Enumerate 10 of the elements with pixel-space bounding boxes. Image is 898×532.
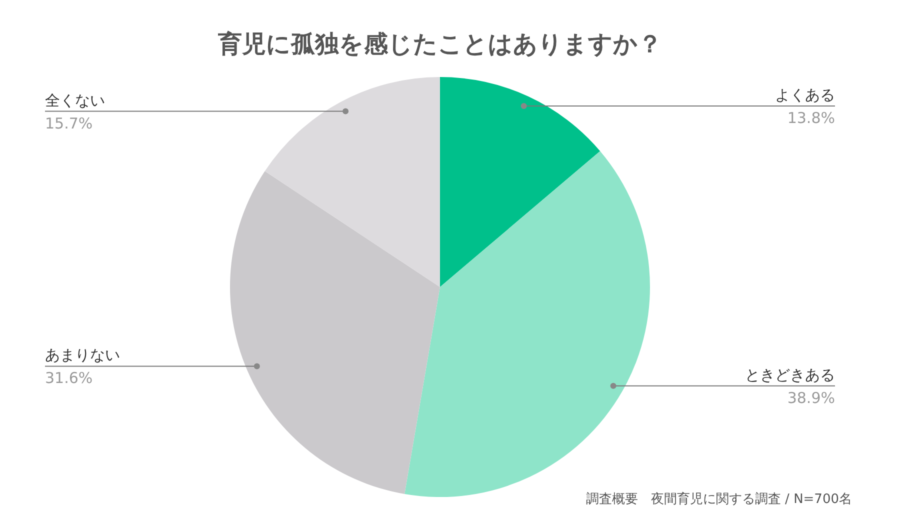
slice-label: 全くない (45, 91, 105, 110)
data-label: 13.8% (787, 108, 835, 127)
slice-label: あまりない (45, 346, 120, 364)
chart-title: 育児に孤独を感じたことはありますか？ (217, 30, 662, 58)
data-label: 38.9% (787, 388, 835, 407)
slice-label: よくある (775, 86, 835, 104)
data-label: 15.7% (45, 114, 93, 132)
text: 調査概要 夜間育児に関する調査 / N=700名 (586, 491, 852, 507)
data-label: 31.6% (45, 369, 93, 388)
slice-label: ときどきある (745, 366, 835, 384)
